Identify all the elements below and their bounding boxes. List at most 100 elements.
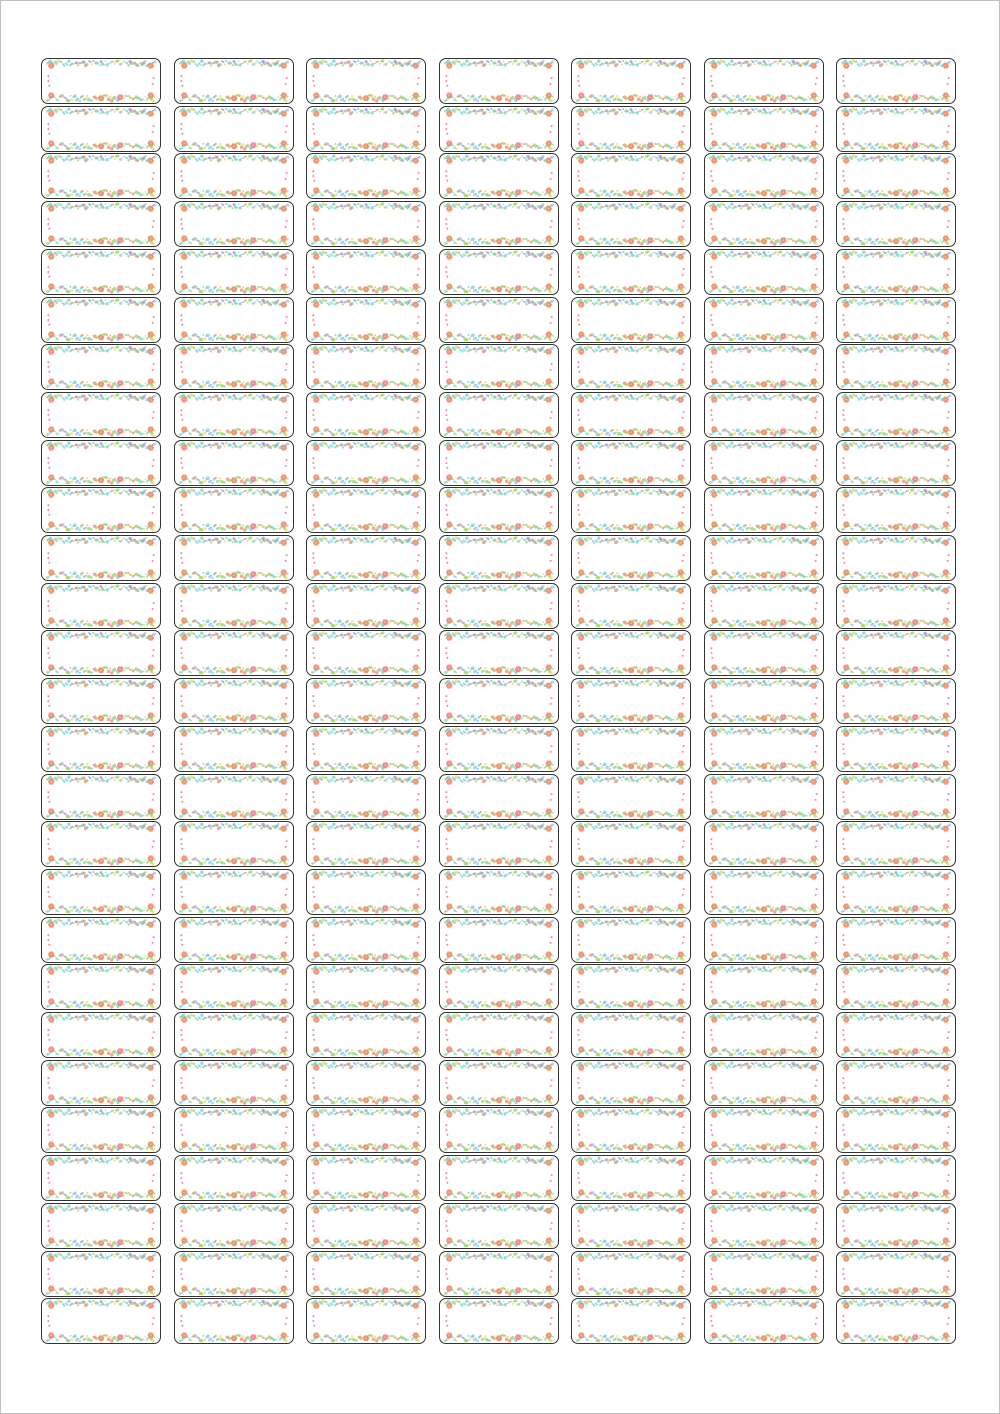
- label-r13-c3: [306, 630, 426, 677]
- label-r23-c1: [41, 1107, 161, 1154]
- floral-border-decoration: [708, 1204, 819, 1248]
- label-r18-c5: [571, 868, 691, 915]
- label-r23-c4: [438, 1107, 559, 1154]
- label-r26-c2: [173, 1250, 294, 1297]
- floral-border-decoration: [178, 202, 289, 246]
- floral-border-decoration: [708, 917, 819, 962]
- label-r7-c1: [41, 344, 161, 391]
- label-r17-c7: [836, 821, 956, 868]
- floral-border-decoration: [708, 488, 819, 533]
- floral-border-decoration: [443, 1251, 554, 1296]
- floral-border-decoration: [178, 59, 289, 103]
- floral-border-decoration: [311, 440, 422, 485]
- floral-border-decoration: [841, 1061, 952, 1105]
- label-r16-c3: [306, 773, 426, 820]
- floral-border-decoration: [443, 297, 554, 342]
- label-r5-c6: [703, 248, 824, 295]
- floral-border-decoration: [178, 1204, 289, 1248]
- floral-border-decoration: [311, 1061, 422, 1105]
- floral-border-decoration: [841, 917, 952, 962]
- label-r17-c3: [306, 821, 426, 868]
- label-r25-c5: [571, 1202, 691, 1249]
- floral-border-decoration: [443, 393, 554, 437]
- floral-border-decoration: [178, 679, 289, 723]
- label-r15-c5: [571, 725, 691, 772]
- floral-border-decoration: [576, 536, 687, 580]
- floral-border-decoration: [178, 965, 289, 1010]
- floral-border-decoration: [708, 536, 819, 580]
- label-r13-c4: [438, 630, 559, 677]
- label-r7-c5: [571, 344, 691, 391]
- label-r16-c1: [41, 773, 161, 820]
- floral-border-decoration: [443, 1108, 554, 1153]
- label-r20-c6: [703, 964, 824, 1011]
- floral-border-decoration: [178, 727, 289, 771]
- floral-border-decoration: [576, 1108, 687, 1153]
- floral-border-decoration: [576, 1061, 687, 1105]
- label-r8-c4: [438, 391, 559, 438]
- floral-border-decoration: [178, 107, 289, 151]
- floral-border-decoration: [841, 584, 952, 628]
- floral-border-decoration: [576, 1013, 687, 1057]
- floral-border-decoration: [178, 917, 289, 962]
- floral-border-decoration: [443, 774, 554, 819]
- floral-border-decoration: [576, 488, 687, 533]
- floral-border-decoration: [841, 870, 952, 914]
- label-r14-c3: [306, 678, 426, 725]
- floral-border-decoration: [708, 965, 819, 1010]
- floral-border-decoration: [178, 1299, 289, 1343]
- floral-border-decoration: [841, 727, 952, 771]
- floral-border-decoration: [443, 679, 554, 723]
- floral-border-decoration: [841, 822, 952, 866]
- floral-border-decoration: [178, 345, 289, 389]
- label-r27-c4: [438, 1298, 559, 1345]
- label-r1-c7: [836, 58, 956, 104]
- label-r19-c2: [173, 916, 294, 963]
- floral-border-decoration: [311, 345, 422, 389]
- label-r15-c7: [836, 725, 956, 772]
- label-r25-c3: [306, 1202, 426, 1249]
- floral-border-decoration: [46, 1204, 157, 1248]
- floral-border-decoration: [841, 1299, 952, 1343]
- floral-border-decoration: [178, 154, 289, 199]
- floral-border-decoration: [178, 440, 289, 485]
- label-r6-c5: [571, 296, 691, 343]
- label-r5-c2: [173, 248, 294, 295]
- floral-border-decoration: [46, 440, 157, 485]
- floral-border-decoration: [841, 1013, 952, 1057]
- floral-border-decoration: [841, 1204, 952, 1248]
- floral-border-decoration: [311, 1204, 422, 1248]
- floral-border-decoration: [576, 822, 687, 866]
- floral-border-decoration: [443, 345, 554, 389]
- floral-border-decoration: [841, 297, 952, 342]
- label-r10-c4: [438, 487, 559, 534]
- floral-border-decoration: [708, 154, 819, 199]
- label-r11-c5: [571, 535, 691, 581]
- floral-border-decoration: [46, 393, 157, 437]
- floral-border-decoration: [708, 59, 819, 103]
- label-r20-c1: [41, 964, 161, 1011]
- floral-border-decoration: [46, 1013, 157, 1057]
- floral-border-decoration: [708, 822, 819, 866]
- label-r4-c5: [571, 201, 691, 248]
- floral-border-decoration: [178, 250, 289, 294]
- floral-border-decoration: [841, 250, 952, 294]
- floral-border-decoration: [576, 774, 687, 819]
- label-r18-c2: [173, 868, 294, 915]
- floral-border-decoration: [443, 917, 554, 962]
- label-r4-c6: [703, 201, 824, 248]
- label-r23-c6: [703, 1107, 824, 1154]
- floral-border-decoration: [443, 1299, 554, 1343]
- floral-border-decoration: [708, 1299, 819, 1343]
- floral-border-decoration: [178, 488, 289, 533]
- label-r1-c1: [41, 58, 161, 104]
- label-r1-c6: [703, 58, 824, 104]
- floral-border-decoration: [178, 393, 289, 437]
- label-r22-c2: [173, 1059, 294, 1106]
- floral-border-decoration: [311, 1108, 422, 1153]
- floral-border-decoration: [178, 1251, 289, 1296]
- floral-border-decoration: [841, 1156, 952, 1200]
- label-r1-c4: [438, 58, 559, 104]
- label-r8-c2: [173, 391, 294, 438]
- floral-border-decoration: [576, 154, 687, 199]
